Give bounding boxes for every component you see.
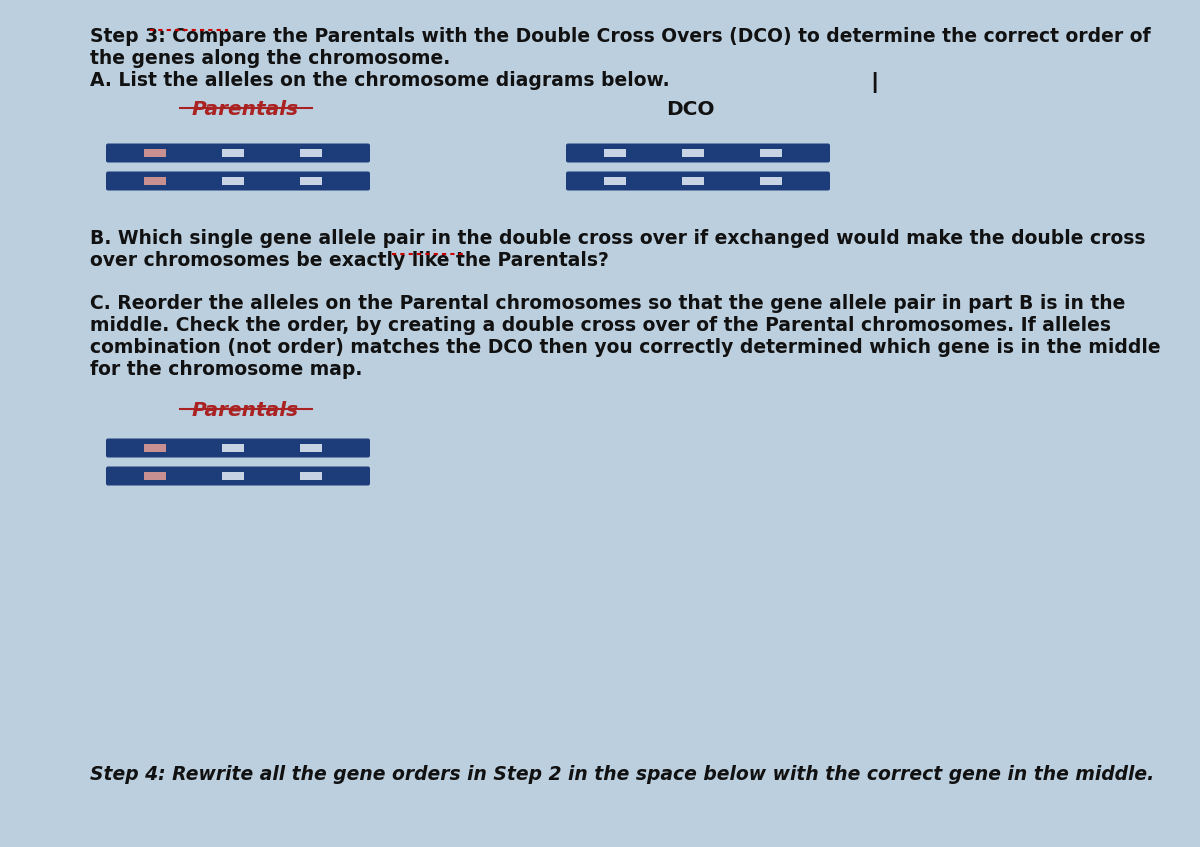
Bar xyxy=(682,177,704,185)
FancyBboxPatch shape xyxy=(106,171,370,191)
FancyBboxPatch shape xyxy=(106,439,370,457)
Bar xyxy=(760,177,782,185)
Text: DCO: DCO xyxy=(666,100,714,119)
Bar xyxy=(222,177,244,185)
Text: Step 4: Rewrite all the gene orders in Step 2 in the space below with the correc: Step 4: Rewrite all the gene orders in S… xyxy=(90,765,1154,784)
Text: Parentals: Parentals xyxy=(192,401,299,420)
Bar xyxy=(300,149,322,157)
Bar xyxy=(222,472,244,480)
Text: B. Which single gene allele pair in the double cross over if exchanged would mak: B. Which single gene allele pair in the … xyxy=(90,229,1146,248)
Bar xyxy=(144,149,166,157)
Bar xyxy=(760,149,782,157)
Text: A. List the alleles on the chromosome diagrams below.: A. List the alleles on the chromosome di… xyxy=(90,71,670,90)
Text: over chromosomes be exactly like the Parentals?: over chromosomes be exactly like the Par… xyxy=(90,251,608,270)
Text: combination (not order) matches the DCO then you correctly determined which gene: combination (not order) matches the DCO … xyxy=(90,338,1160,357)
Bar xyxy=(300,444,322,452)
Text: for the chromosome map.: for the chromosome map. xyxy=(90,360,362,379)
Bar xyxy=(144,177,166,185)
Text: Parentals: Parentals xyxy=(192,100,299,119)
Bar xyxy=(222,444,244,452)
Bar xyxy=(222,149,244,157)
Text: I: I xyxy=(870,71,878,99)
Bar xyxy=(604,177,626,185)
FancyBboxPatch shape xyxy=(566,171,830,191)
Text: middle. Check the order, by creating a double cross over of the Parental chromos: middle. Check the order, by creating a d… xyxy=(90,316,1111,335)
Bar xyxy=(604,149,626,157)
Bar xyxy=(682,149,704,157)
Text: Step 3: Compare the Parentals with the Double Cross Overs (DCO) to determine the: Step 3: Compare the Parentals with the D… xyxy=(90,27,1151,46)
Bar xyxy=(300,472,322,480)
Bar xyxy=(144,444,166,452)
Bar xyxy=(144,472,166,480)
FancyBboxPatch shape xyxy=(106,467,370,485)
Text: C. Reorder the alleles on the Parental chromosomes so that the gene allele pair : C. Reorder the alleles on the Parental c… xyxy=(90,294,1126,313)
Text: the genes along the chromosome.: the genes along the chromosome. xyxy=(90,49,450,68)
FancyBboxPatch shape xyxy=(106,143,370,163)
Bar xyxy=(300,177,322,185)
FancyBboxPatch shape xyxy=(566,143,830,163)
